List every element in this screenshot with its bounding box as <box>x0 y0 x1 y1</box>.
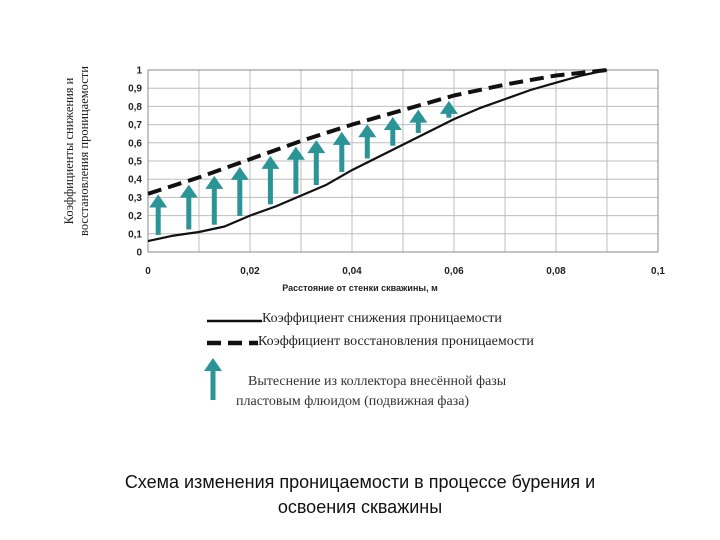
displacement-arrow <box>149 194 168 235</box>
y-tick-label: 1 <box>136 66 142 77</box>
arrow-head <box>439 100 458 114</box>
series-line-restoration <box>147 68 608 196</box>
displacement-arrow <box>358 124 377 159</box>
displacement-arrow <box>205 175 224 225</box>
y-axis-label: Коэффициенты снижения и восстановления п… <box>62 10 106 292</box>
arrow-head <box>286 146 305 160</box>
x-tick-label: 0 <box>145 266 151 277</box>
legend-marker-arrow <box>204 358 222 400</box>
y-tick-labels: 0 0,1 0,2 0,3 0,4 0,5 0,6 0,7 0,8 0,9 1 <box>128 66 142 259</box>
arrow-head <box>230 166 249 180</box>
displacement-arrow <box>307 140 326 186</box>
displacement-arrow <box>332 131 351 172</box>
displacement-arrow <box>261 155 280 205</box>
y-tick-label: 0,5 <box>128 157 142 168</box>
x-tick-label: 0,1 <box>651 266 665 277</box>
series-line-reduction <box>147 68 608 243</box>
legend-label-displacement-line-1: Вытеснение из коллектора внесённой фазы <box>248 374 507 389</box>
arrow-head <box>149 194 168 208</box>
x-tick-labels: 0 0,02 0,04 0,06 0,08 0,1 <box>145 266 665 277</box>
arrow-head <box>307 140 326 154</box>
legend-label-reduction: Коэффициент снижения проницаемости <box>262 311 502 326</box>
caption-line-2: освоения скважины <box>277 497 443 517</box>
y-tick-label: 0,8 <box>128 102 142 113</box>
x-tick-label: 0,06 <box>444 266 464 277</box>
y-tick-label: 0 <box>136 248 142 259</box>
x-tick-label: 0,02 <box>240 266 260 277</box>
y-axis-label-line-1: Коэффициенты снижения и <box>62 77 76 225</box>
y-tick-label: 0,6 <box>128 138 142 149</box>
x-axis-label: Расстояние от стенки скважины, м <box>282 283 438 293</box>
displacement-arrow <box>439 100 458 118</box>
displacement-arrow <box>286 146 305 194</box>
y-tick-label: 0,2 <box>128 211 142 222</box>
x-tick-label: 0,08 <box>546 266 566 277</box>
y-tick-label: 0,7 <box>128 120 142 131</box>
legend-label-displacement: Вытеснение из коллектора внесённой фазы … <box>236 372 596 412</box>
arrow-head <box>383 116 402 130</box>
arrow-head <box>332 131 351 145</box>
legend-label-displacement-line-2: пластовым флюидом (подвижная фаза) <box>236 394 470 409</box>
y-tick-label: 0,3 <box>128 193 142 204</box>
displacement-arrow <box>230 166 249 216</box>
caption-line-1: Схема изменения проницаемости в процессе… <box>124 472 596 492</box>
displacement-arrow <box>383 116 402 146</box>
legend-markers <box>204 319 262 400</box>
legend-label-restoration: Коэффициент восстановления проницаемости <box>258 334 534 349</box>
arrow-head <box>358 124 377 138</box>
y-tick-label: 0,1 <box>128 229 142 240</box>
y-axis-label-line-2: восстановления проницаемости <box>77 66 91 236</box>
y-tick-label: 0,4 <box>128 175 142 186</box>
plot-frame <box>147 69 659 253</box>
chart-series <box>147 68 608 243</box>
arrow-head <box>204 358 222 371</box>
arrow-head <box>261 155 280 169</box>
arrow-head <box>179 184 198 198</box>
y-tick-label: 0,9 <box>128 84 142 95</box>
chart-grid <box>147 69 659 253</box>
x-tick-label: 0,04 <box>342 266 362 277</box>
displacement-arrow <box>179 184 198 230</box>
arrow-head <box>409 109 428 123</box>
displacement-arrow <box>409 109 428 133</box>
chart-arrows <box>149 100 458 235</box>
figure-caption: Схема изменения проницаемости в процессе… <box>40 470 680 520</box>
arrow-head <box>205 175 224 189</box>
